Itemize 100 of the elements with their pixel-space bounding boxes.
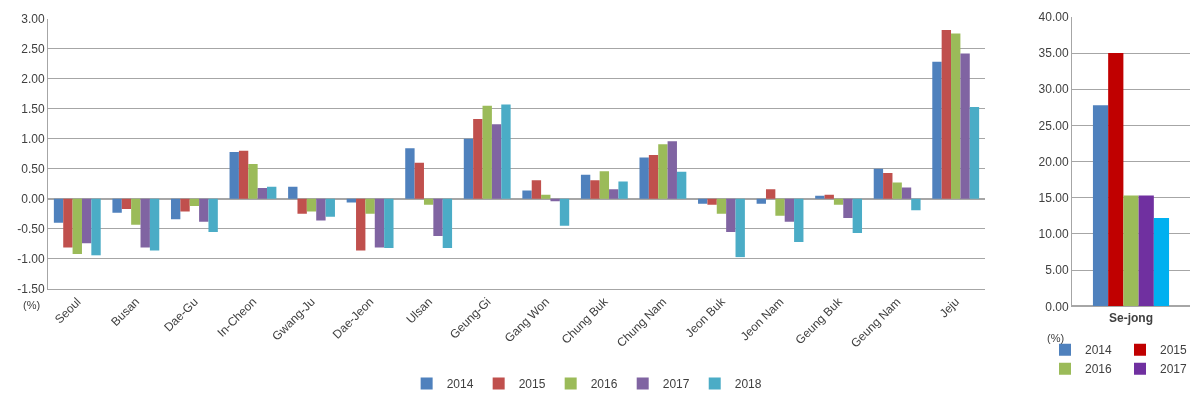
bar [91, 198, 101, 256]
bar [170, 198, 181, 220]
y-tick-label: 40.00 [1038, 10, 1069, 25]
legend-label: 2016 [590, 377, 618, 392]
bar [248, 163, 258, 199]
bar [716, 198, 727, 214]
bar [794, 198, 804, 243]
bar [590, 180, 600, 199]
bar [267, 186, 277, 199]
bar [815, 195, 825, 199]
bar [639, 157, 649, 199]
y-tick-label: 1.50 [21, 101, 45, 116]
bar [1153, 218, 1170, 307]
bar [707, 198, 717, 205]
bar [901, 187, 912, 199]
legend-label: 2014 [446, 377, 474, 392]
bar [1092, 105, 1109, 307]
bar [121, 198, 132, 210]
bar [414, 162, 424, 199]
bar [316, 198, 326, 221]
bar [667, 141, 677, 199]
bar [648, 154, 659, 199]
bar [238, 150, 249, 199]
bar [775, 198, 785, 216]
bar [960, 53, 970, 199]
legend-label: 2014 [1085, 343, 1113, 358]
bar [784, 198, 795, 222]
bar [883, 173, 893, 199]
bar [1108, 53, 1124, 307]
bar [843, 198, 853, 219]
bar [765, 189, 776, 199]
bar [550, 198, 560, 202]
bar [735, 198, 745, 258]
bar [365, 198, 375, 214]
bar [180, 198, 190, 212]
bar [288, 186, 298, 199]
bar [384, 198, 394, 249]
bar [522, 190, 532, 199]
bar [423, 198, 434, 205]
legend-label: 2018 [734, 377, 762, 392]
bar [756, 198, 766, 204]
bar [491, 124, 502, 199]
y-axis-title: (%) [1047, 332, 1065, 344]
y-tick-label: 2.50 [21, 41, 45, 56]
bar [131, 198, 141, 225]
bar [541, 194, 551, 199]
y-tick-label: 3.00 [21, 11, 45, 26]
bar [580, 174, 591, 199]
bar [951, 33, 961, 199]
bar [229, 151, 239, 199]
y-tick-label: 35.00 [1038, 46, 1069, 61]
x-tick-label: Se-jong [1109, 310, 1153, 325]
bar [911, 198, 921, 211]
bar [892, 182, 902, 199]
y-tick-label: 0.00 [21, 192, 45, 207]
bar [72, 198, 82, 255]
y-tick-label: -1.50 [17, 282, 45, 297]
bar [149, 198, 160, 251]
legend-label: 2015 [1160, 343, 1188, 358]
y-tick-label: 10.00 [1038, 227, 1069, 242]
bar [726, 198, 736, 232]
bar [63, 198, 73, 248]
y-tick-label: 0.50 [21, 161, 45, 176]
bar [325, 198, 335, 217]
bar [559, 198, 570, 226]
bar [140, 198, 150, 248]
bar [189, 198, 200, 207]
bar [618, 181, 628, 199]
bar [698, 198, 708, 204]
y-tick-label: -0.50 [17, 222, 45, 237]
bar [1123, 195, 1139, 307]
bar [257, 188, 268, 199]
bar [433, 198, 443, 237]
y-tick-label: 15.00 [1038, 190, 1069, 205]
legend-label: 2017 [662, 377, 690, 392]
bar [852, 198, 863, 234]
bar [112, 198, 122, 213]
bar [941, 30, 952, 199]
bar [374, 198, 385, 248]
bar [208, 198, 218, 232]
bar [833, 198, 844, 205]
bar [482, 105, 492, 199]
bar [463, 138, 474, 199]
legend-label: 2015 [518, 377, 546, 392]
bar [969, 106, 980, 199]
bar [609, 189, 619, 199]
bar [356, 198, 366, 251]
legend-label: 2016 [1085, 362, 1113, 377]
bar [531, 180, 542, 199]
legend-label: 2017 [1160, 362, 1188, 377]
y-tick-label: 1.00 [21, 131, 45, 146]
bar [658, 144, 668, 199]
bar [297, 198, 307, 214]
bar [405, 148, 415, 199]
y-tick-label: 2.00 [21, 71, 45, 86]
bar [501, 104, 511, 199]
bar [599, 171, 610, 199]
bar [824, 194, 834, 199]
y-tick-label: 20.00 [1038, 154, 1069, 169]
y-tick-label: -1.00 [17, 252, 45, 267]
